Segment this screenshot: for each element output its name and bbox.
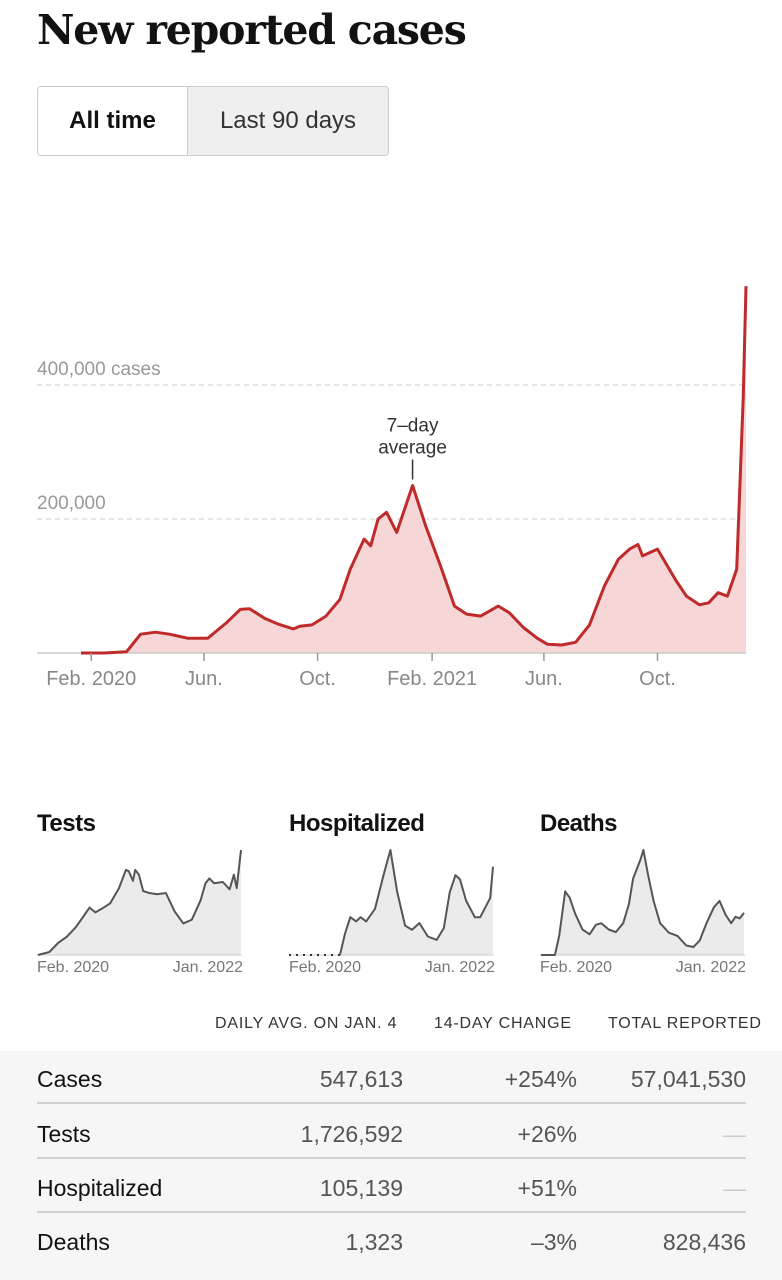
total-value: 57,041,530 xyxy=(630,1066,746,1092)
tests-sparkline xyxy=(37,849,242,956)
x-tick-label: Jun. xyxy=(185,668,223,690)
row-label: Cases xyxy=(37,1066,103,1092)
tests-row: Tests 1,726,592 +26% — xyxy=(37,1106,746,1159)
stats-table: Cases 547,613 +254% 57,041,530 Tests 1,7… xyxy=(0,1051,782,1280)
annotation-label: average xyxy=(378,438,447,459)
tests-mini-chart: Tests Feb. 2020 Jan. 2022 xyxy=(37,810,247,985)
hospitalized-x-end-label: Jan. 2022 xyxy=(424,959,495,976)
hospitalized-mini-chart: Hospitalized Feb. 2020 Jan. 2022 xyxy=(289,810,499,985)
deaths-x-end-label: Jan. 2022 xyxy=(675,959,746,976)
daily-avg-header: DAILY AVG. ON JAN. 4 xyxy=(215,1015,398,1032)
deaths-row: Deaths 1,323 –3% 828,436 xyxy=(37,1214,746,1267)
tests-x-start-label: Feb. 2020 xyxy=(37,959,110,976)
x-tick-label: Oct. xyxy=(299,668,336,690)
last-90-days-button[interactable]: Last 90 days xyxy=(188,87,388,155)
mini-line xyxy=(541,849,745,956)
change-value: –3% xyxy=(530,1229,577,1255)
row-label: Hospitalized xyxy=(37,1175,163,1201)
total-value: — xyxy=(723,1175,746,1201)
cases-line xyxy=(81,286,748,655)
change-value: +254% xyxy=(504,1066,577,1092)
daily-value: 1,323 xyxy=(345,1229,403,1255)
annotation-label: 7–day xyxy=(387,416,439,437)
mini-line xyxy=(37,849,242,956)
cases-chart: 400,000 cases 200,000 Feb. 2020 Jun. Oct. Feb… xyxy=(37,286,748,690)
mini-area xyxy=(38,850,241,955)
hospitalized-row: Hospitalized 105,139 +51% — xyxy=(37,1160,746,1213)
mini-area xyxy=(541,850,744,955)
x-tick-label: Oct. xyxy=(639,668,676,690)
hospitalized-x-start-label: Feb. 2020 xyxy=(289,959,362,976)
deaths-chart-title: Deaths xyxy=(540,810,618,837)
daily-value: 547,613 xyxy=(319,1066,403,1092)
daily-value: 1,726,592 xyxy=(300,1121,403,1147)
time-range-toggle: All time Last 90 days xyxy=(37,86,389,156)
y-tick-label: 400,000 cases xyxy=(37,359,161,380)
mini-area xyxy=(340,850,493,955)
change-header: 14-DAY CHANGE xyxy=(434,1015,572,1032)
cases-area xyxy=(81,286,746,653)
tests-chart-title: Tests xyxy=(37,810,96,837)
cases-row: Cases 547,613 +254% 57,041,530 xyxy=(37,1051,746,1104)
x-tick-label: Jun. xyxy=(525,668,563,690)
total-value: 828,436 xyxy=(662,1229,746,1255)
daily-value: 105,139 xyxy=(319,1175,403,1201)
hospitalized-chart-title: Hospitalized xyxy=(289,810,425,837)
hospitalized-sparkline xyxy=(289,849,494,956)
mini-line xyxy=(339,849,494,956)
all-time-button[interactable]: All time xyxy=(38,87,188,155)
change-value: +26% xyxy=(517,1121,577,1147)
deaths-x-start-label: Feb. 2020 xyxy=(540,959,613,976)
y-tick-label: 200,000 xyxy=(37,493,106,514)
total-value: — xyxy=(723,1121,746,1147)
tests-x-end-label: Jan. 2022 xyxy=(172,959,243,976)
x-tick-label: Feb. 2021 xyxy=(387,668,477,690)
deaths-mini-chart: Deaths Feb. 2020 Jan. 2022 xyxy=(540,810,750,985)
page-title: New reported cases xyxy=(37,6,467,54)
row-label: Tests xyxy=(37,1121,91,1147)
total-header: TOTAL REPORTED xyxy=(608,1015,762,1032)
x-tick-label: Feb. 2020 xyxy=(46,668,136,690)
change-value: +51% xyxy=(517,1175,577,1201)
deaths-sparkline xyxy=(540,849,745,956)
row-label: Deaths xyxy=(37,1229,110,1255)
